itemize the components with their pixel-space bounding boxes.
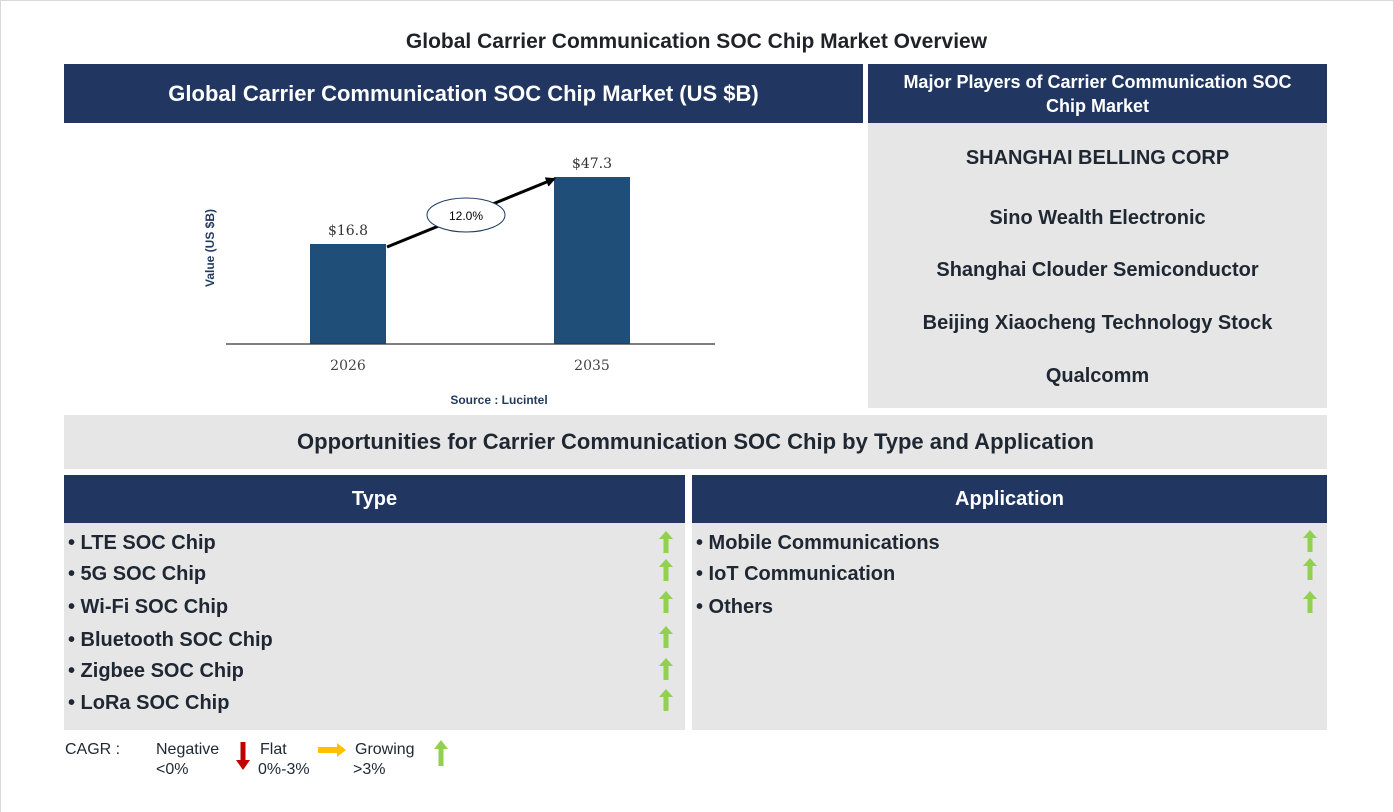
- market-bar-chart: Value (US $B) $16.8 $47.3 2026 2035 12.0…: [203, 156, 715, 407]
- page-title: Global Carrier Communication SOC Chip Ma…: [405, 30, 988, 53]
- player-item: SHANGHAI BELLING CORP: [965, 147, 1230, 169]
- up-arrow-icon: [1303, 591, 1317, 613]
- opportunities-title: Opportunities for Carrier Communication …: [64, 415, 1327, 469]
- up-arrow-icon: [659, 559, 673, 581]
- up-arrow-icon: [1303, 558, 1317, 580]
- cagr-label: 12.0%: [449, 209, 483, 223]
- application-item: • Others: [696, 596, 774, 618]
- up-arrow-icon: [659, 591, 673, 613]
- legend-flat-range: 0%-3%: [258, 761, 310, 778]
- bar-value-label: $47.3: [572, 156, 612, 172]
- up-arrow-icon: [434, 740, 448, 766]
- cagr-ellipse: [426, 197, 506, 233]
- players-panel-header: Major Players of Carrier Communication S…: [868, 64, 1327, 123]
- source-label: Source : Lucintel: [450, 393, 547, 407]
- player-item: Sino Wealth Electronic: [989, 207, 1206, 229]
- player-item: Beijing Xiaocheng Technology Stock: [922, 312, 1273, 334]
- application-column-header: Application: [692, 475, 1327, 523]
- player-item: Shanghai Clouder Semiconductor: [936, 259, 1259, 281]
- market-chart-panel: Value (US $B) $16.8 $47.3 2026 2035 12.0…: [64, 123, 863, 408]
- type-item: • Bluetooth SOC Chip: [68, 629, 273, 651]
- up-arrow-icon: [659, 626, 673, 648]
- x-tick-label: 2026: [330, 358, 366, 374]
- type-item: • Zigbee SOC Chip: [68, 660, 244, 682]
- bar-2026: [310, 244, 386, 344]
- legend-flat-label: Flat: [260, 741, 287, 758]
- legend-negative-range: <0%: [156, 761, 189, 778]
- type-item: • LoRa SOC Chip: [68, 692, 230, 714]
- application-item: • IoT Communication: [696, 563, 896, 585]
- y-axis-label: Value (US $B): [203, 209, 217, 287]
- up-arrow-icon: [659, 658, 673, 680]
- application-item: • Mobile Communications: [696, 532, 940, 554]
- application-list: • Mobile Communications • IoT Communicat…: [692, 523, 1327, 730]
- type-item: • 5G SOC Chip: [68, 563, 207, 585]
- players-list: SHANGHAI BELLING CORP Sino Wealth Electr…: [868, 123, 1327, 408]
- type-list: • LTE SOC Chip • 5G SOC Chip • Wi-Fi SOC…: [64, 523, 685, 730]
- up-arrow-icon: [659, 531, 673, 553]
- bar-2035: [554, 177, 630, 344]
- up-arrow-icon: [1303, 530, 1317, 552]
- type-column-header: Type: [64, 475, 685, 523]
- bar-value-label: $16.8: [328, 223, 368, 239]
- right-arrow-icon: [318, 743, 346, 757]
- x-tick-label: 2035: [574, 358, 610, 374]
- legend-negative-label: Negative: [156, 741, 220, 758]
- up-arrow-icon: [659, 689, 673, 711]
- legend-cagr-label: CAGR :: [65, 741, 121, 758]
- type-item: • LTE SOC Chip: [68, 532, 216, 554]
- market-panel-header: Global Carrier Communication SOC Chip Ma…: [64, 64, 863, 123]
- down-arrow-icon: [236, 742, 250, 770]
- player-item: Qualcomm: [1045, 365, 1150, 387]
- legend-growing-label: Growing: [355, 741, 415, 758]
- legend-growing-range: >3%: [353, 761, 386, 778]
- type-item: • Wi-Fi SOC Chip: [68, 596, 229, 618]
